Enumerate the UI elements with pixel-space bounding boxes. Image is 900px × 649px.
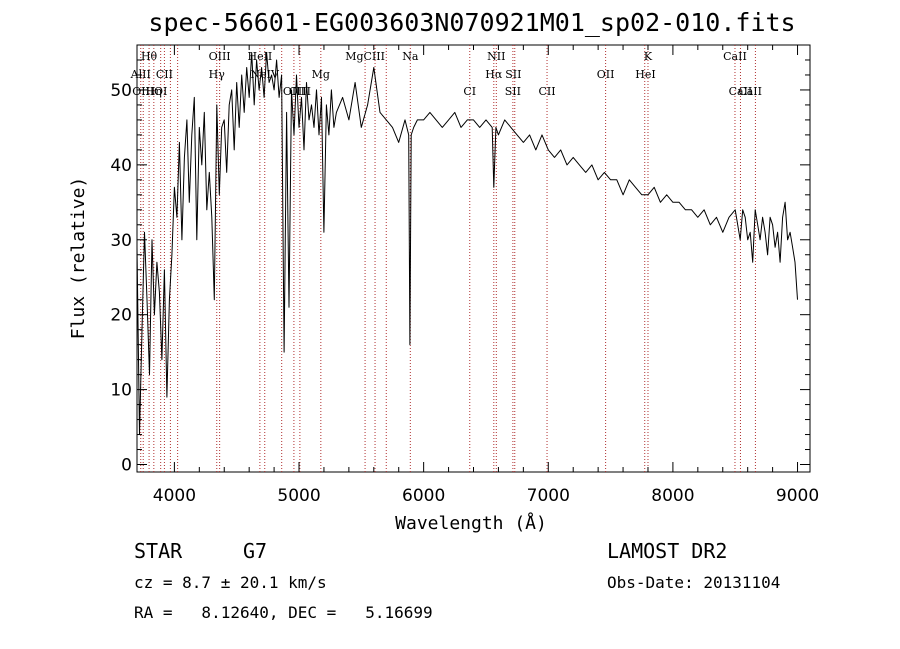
chart-title: spec-56601-EG003603N070921M01_sp02-010.f… [148,8,795,37]
line-label-0: Hθ [141,50,158,63]
x-tick-label-5: 9000 [776,486,819,506]
line-label-23: HeI [635,68,655,81]
y-tick-label-2: 20 [110,306,132,326]
line-label-5: OI [154,85,167,98]
y-tick-label-4: 40 [110,156,132,176]
line-label-17: Hα [485,68,503,81]
line-label-21: OII [597,68,615,81]
spectrum-series [136,52,798,435]
spectrum-line-0 [136,52,798,435]
object-class: STAR [134,539,183,563]
line-label-25: CaII [729,85,753,98]
x-tick-label-0: 4000 [153,486,196,506]
x-tick-label-4: 8000 [651,486,694,506]
object-subclass: G7 [243,539,268,563]
line-label-16: NII [487,50,505,63]
x-tick-label-3: 7000 [527,486,570,506]
coordinates-text: RA = 8.12640, DEC = 5.16699 [134,603,433,622]
line-label-11: OIII [289,85,311,98]
line-label-18: SII [505,68,521,81]
line-label-26: CaII [738,85,762,98]
line-label-13: MgCIII [345,50,385,63]
line-label-15: CI [463,85,476,98]
x-tick-label-2: 6000 [402,486,445,506]
y-tick-label-1: 10 [110,381,132,401]
redshift-text: cz = 8.7 ± 20.1 km/s [134,573,327,592]
line-label-6: OIII [209,50,231,63]
line-label-24: CaII [723,50,747,63]
x-axis: 4000 5000 6000 7000 8000 9000 [153,45,819,506]
y-tick-label-5: 50 [110,81,132,101]
y-axis: 0 10 20 30 40 50 [110,59,810,476]
survey-name: LAMOST DR2 [607,539,728,563]
y-axis-label: Flux (relative) [68,177,89,340]
y-tick-label-3: 30 [110,231,132,251]
line-label-14: Na [402,50,419,63]
line-label-7: Hγ [209,68,226,81]
line-label-19: SII [505,85,521,98]
line-label-4: CII [156,68,173,81]
line-labels: HθAlIIOIIIHηCIIOIOIIIHγHeIINeIVOIIIOIIIM… [130,50,762,98]
line-label-2: OIII [132,85,154,98]
x-tick-label-1: 5000 [277,486,320,506]
line-label-10: OIII [283,85,305,98]
observation-date: Obs-Date: 20131104 [607,573,781,592]
line-label-12: Mg [312,68,330,81]
line-label-22: K [644,50,653,63]
y-tick-label-0: 0 [121,456,132,476]
x-axis-label: Wavelength (Å) [395,512,547,534]
line-label-20: CII [538,85,555,98]
line-label-3: Hη [146,85,162,98]
line-markers [140,45,756,472]
